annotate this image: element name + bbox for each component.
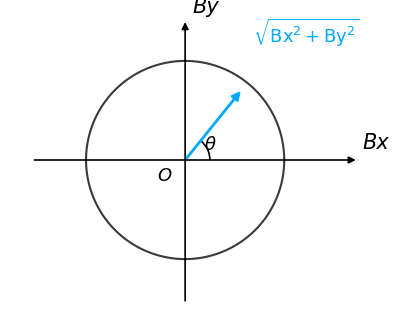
Text: O: O (157, 167, 171, 185)
Text: Bx: Bx (362, 133, 389, 153)
Text: $\sqrt{\mathrm{Bx}^2 + \mathrm{By}^2}$: $\sqrt{\mathrm{Bx}^2 + \mathrm{By}^2}$ (252, 17, 359, 49)
Text: θ: θ (205, 136, 216, 154)
Text: By: By (192, 0, 219, 17)
